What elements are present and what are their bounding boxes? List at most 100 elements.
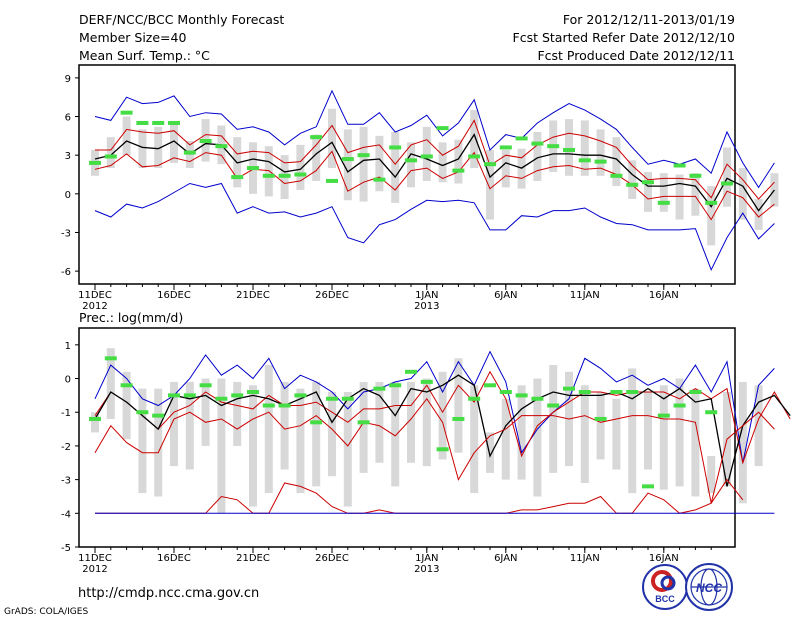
prec-observed-mark bbox=[262, 403, 275, 408]
temp-observed-mark bbox=[326, 178, 338, 183]
prec-observed-mark bbox=[231, 393, 244, 398]
temp-spread-box bbox=[486, 150, 494, 220]
prec-spread-box bbox=[343, 392, 352, 507]
temp-observed-mark bbox=[420, 154, 433, 159]
temp-observed-mark bbox=[373, 177, 386, 182]
prec-spread-box bbox=[233, 381, 242, 446]
temp-spread-box bbox=[659, 173, 668, 212]
temp-spread-box bbox=[596, 129, 605, 176]
temp-year-label: 2012 bbox=[82, 301, 107, 312]
temp-observed-mark bbox=[215, 144, 228, 149]
temp-observed-mark bbox=[120, 110, 133, 115]
temp-spread-box bbox=[454, 139, 463, 184]
temp-ytick-label: 9 bbox=[65, 74, 71, 85]
temp-spread-box bbox=[407, 142, 415, 188]
prec-observed-mark bbox=[357, 420, 370, 425]
temp-observed-mark bbox=[689, 173, 702, 178]
prec-xtick-label: 1JAN bbox=[415, 553, 438, 564]
temp-spread-box bbox=[644, 171, 652, 212]
prec-observed-mark bbox=[310, 420, 323, 425]
prec-xtick-label: 6JAN bbox=[494, 553, 517, 564]
temp-spread-box bbox=[264, 146, 273, 197]
temp-spread-box bbox=[612, 137, 621, 187]
header-right-3: Fcst Produced Date 2012/12/11 bbox=[537, 48, 735, 63]
prec-observed-mark bbox=[104, 356, 117, 361]
prec-observed-mark bbox=[499, 390, 512, 395]
prec-series-p10 bbox=[94, 397, 775, 504]
prec-observed-mark bbox=[578, 390, 591, 395]
prec-observed-mark bbox=[468, 396, 481, 401]
prec-observed-mark bbox=[626, 390, 639, 395]
precip-panel-title: Prec.: log(mm/d) bbox=[79, 310, 183, 325]
temp-spread-box bbox=[628, 160, 637, 199]
prec-observed-mark bbox=[136, 410, 149, 415]
temp-observed-mark bbox=[310, 135, 323, 140]
prec-spread-box bbox=[454, 358, 463, 453]
prec-spread-box bbox=[470, 385, 479, 494]
ncc-logo-text: NCC bbox=[696, 581, 722, 595]
temp-ytick-label: 6 bbox=[65, 113, 71, 124]
temp-spread-box bbox=[580, 120, 589, 176]
temp-observed-mark bbox=[468, 154, 481, 159]
temp-spread-box bbox=[707, 186, 716, 246]
prec-spread-box bbox=[644, 392, 652, 470]
temp-spread-box bbox=[312, 134, 321, 181]
temp-xtick-label: 6JAN bbox=[494, 290, 517, 301]
temp-observed-mark bbox=[642, 180, 654, 185]
prec-observed-mark bbox=[152, 413, 165, 418]
temp-ytick-label: -6 bbox=[61, 267, 71, 278]
prec-spread-box bbox=[138, 388, 147, 494]
temp-xtick-label: 26DEC bbox=[315, 290, 349, 301]
prec-observed-mark bbox=[420, 379, 433, 384]
header-right-2: Fcst Started Refer Date 2012/12/10 bbox=[513, 30, 736, 45]
prec-spread-box bbox=[628, 368, 637, 494]
temp-spread-box bbox=[565, 119, 573, 176]
prec-spread-box bbox=[296, 388, 305, 494]
prec-spread-box bbox=[549, 365, 558, 473]
prec-observed-mark bbox=[120, 383, 133, 388]
prec-spread-box bbox=[375, 381, 384, 463]
temp-observed-mark bbox=[484, 162, 496, 167]
temp-spread-box bbox=[343, 129, 352, 201]
prec-ytick-label: -5 bbox=[61, 543, 71, 554]
prec-spread-box bbox=[328, 392, 336, 477]
temp-observed-mark bbox=[578, 158, 591, 163]
prec-spread-box bbox=[691, 388, 700, 497]
temp-observed-mark bbox=[278, 173, 291, 178]
prec-observed-mark bbox=[657, 413, 670, 418]
temp-observed-mark bbox=[199, 139, 212, 144]
temp-series-min bbox=[94, 182, 775, 272]
prec-observed-mark bbox=[673, 403, 686, 408]
temp-spread-box bbox=[328, 108, 336, 169]
temp-series-mean bbox=[94, 133, 775, 212]
prec-observed-mark bbox=[215, 396, 228, 401]
prec-ytick-label: -2 bbox=[61, 442, 71, 453]
prec-spread-box bbox=[359, 381, 368, 473]
prec-spread-box bbox=[612, 398, 621, 470]
temp-spread-box bbox=[770, 173, 779, 207]
temp-xtick-label: 16DEC bbox=[157, 290, 191, 301]
prec-spread-box bbox=[391, 381, 400, 487]
prec-observed-mark bbox=[168, 393, 180, 398]
prec-xtick-label: 11DEC bbox=[78, 553, 112, 564]
temp-ytick-label: 0 bbox=[65, 190, 71, 201]
precipitation-panel: 1 0 -1 -2 -3 -4 -5 11DEC 16DEC 21DEC 26DEC 1JAN 6JAN… bbox=[61, 327, 791, 575]
prec-spread-box bbox=[738, 381, 747, 504]
prec-spread-box bbox=[754, 385, 763, 467]
prec-observed-mark bbox=[452, 416, 465, 421]
prec-ytick-label: -1 bbox=[61, 408, 71, 419]
prec-spread-box bbox=[154, 388, 163, 497]
temp-observed-mark bbox=[357, 153, 370, 158]
temp-observed-mark bbox=[294, 172, 307, 177]
prec-observed-mark bbox=[547, 403, 560, 408]
prec-observed-mark bbox=[531, 396, 544, 401]
temperature-panel: 9 6 3 0 -3 -6 11DEC 16DEC 21DEC 26DEC 1JAN 6JAN 11JA… bbox=[61, 64, 779, 312]
prec-spread-box bbox=[312, 381, 321, 487]
temp-spread-box bbox=[470, 110, 479, 169]
temp-observed-mark bbox=[341, 157, 354, 162]
temp-observed-mark bbox=[168, 120, 180, 125]
prec-observed-mark bbox=[689, 390, 702, 395]
temp-spread-box bbox=[391, 131, 400, 203]
temp-spread-box bbox=[533, 131, 542, 181]
temp-observed-mark bbox=[515, 136, 528, 141]
